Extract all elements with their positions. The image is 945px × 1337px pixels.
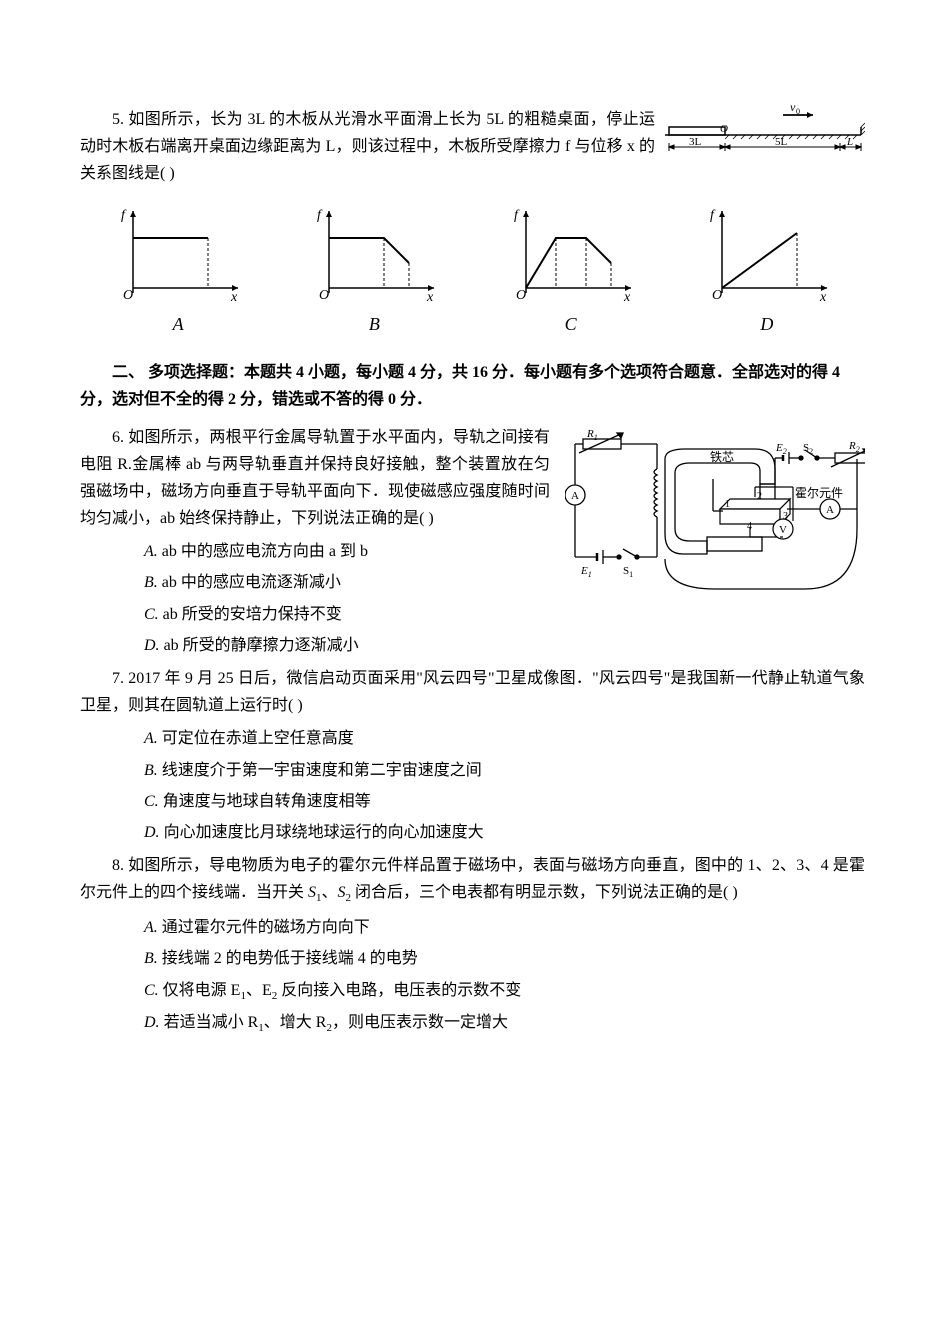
q7-optC: C. 角速度与地球自转角速度相等 bbox=[80, 788, 865, 815]
opt-text: 线速度介于第一宇宙速度和第二宇宙速度之间 bbox=[162, 762, 482, 779]
q8-mid: 、 bbox=[322, 884, 338, 901]
v0-arrow: v 0 bbox=[783, 105, 813, 118]
axis-f: f bbox=[514, 208, 520, 223]
lbl-core: 铁芯 bbox=[710, 450, 734, 464]
opt-text: 仅将电源 E bbox=[163, 982, 241, 999]
board-svg: v 0 bbox=[665, 105, 865, 160]
opt-label: A. bbox=[144, 730, 158, 747]
opt-label: D. bbox=[144, 637, 160, 654]
q7-text: 7. 2017 年 9 月 25 日后，微信启动页面采用"风云四号"卫星成像图．… bbox=[80, 665, 865, 719]
axis-O: O bbox=[712, 288, 722, 303]
axis-f: f bbox=[710, 208, 716, 223]
graph-C: f x O C bbox=[496, 203, 646, 340]
lbl-t2: 2 bbox=[757, 491, 762, 502]
opt-text: 可定位在赤道上空任意高度 bbox=[162, 730, 354, 747]
q8-S2: S bbox=[338, 884, 346, 901]
axis-O: O bbox=[319, 288, 329, 303]
axis-O: O bbox=[123, 288, 133, 303]
lbl-5L: 5L bbox=[775, 136, 788, 148]
section2-heading: 二、 多项选择题：本题共 4 小题，每小题 4 分，共 16 分．每小题有多个选… bbox=[80, 359, 865, 413]
opt-label: B. bbox=[144, 762, 158, 779]
opt-text: 若适当减小 R bbox=[164, 1014, 259, 1031]
lbl-V: V bbox=[779, 524, 787, 536]
opt-label: B. bbox=[144, 950, 158, 967]
graph-A-label: A bbox=[103, 309, 253, 340]
opt-text: ab 所受的安培力保持不变 bbox=[163, 606, 342, 623]
board-rect bbox=[669, 127, 725, 135]
lbl-A-left: A bbox=[571, 490, 579, 502]
opt-text: 反向接入电路，电压表的示数不变 bbox=[277, 982, 521, 999]
lbl-R2: R2 bbox=[848, 440, 860, 454]
opt-text: 通过霍尔元件的磁场方向向下 bbox=[162, 919, 370, 936]
q6-optD: D. ab 所受的静摩擦力逐渐减小 bbox=[80, 632, 865, 659]
q8-optD: D. 若适当减小 R1、增大 R2，则电压表示数一定增大 bbox=[80, 1009, 865, 1038]
graph-C-label: C bbox=[496, 309, 646, 340]
lbl-3L: 3L bbox=[689, 136, 702, 148]
opt-text: 、E bbox=[246, 982, 272, 999]
q8-optC: C. 仅将电源 E1、E2 反向接入电路，电压表的示数不变 bbox=[80, 977, 865, 1006]
q8-S1: S bbox=[308, 884, 316, 901]
opt-label: D. bbox=[144, 1014, 160, 1031]
graph-B-label: B bbox=[299, 309, 449, 340]
q7-optA: A. 可定位在赤道上空任意高度 bbox=[80, 725, 865, 752]
lbl-O: O bbox=[720, 123, 728, 135]
axis-x: x bbox=[819, 290, 827, 303]
axis-O: O bbox=[516, 288, 526, 303]
axis-f: f bbox=[317, 208, 323, 223]
graph-A: f x O A bbox=[103, 203, 253, 340]
opt-label: C. bbox=[144, 982, 159, 999]
q8-text-b: 闭合后，三个电表都有明显示数，下列说法正确的是( ) bbox=[351, 884, 738, 901]
opt-label: C. bbox=[144, 606, 159, 623]
lbl-E2: E2 bbox=[775, 442, 787, 456]
opt-text: 接线端 2 的电势低于接线端 4 的电势 bbox=[162, 950, 418, 967]
q8-text: 8. 如图所示，导电物质为电子的霍尔元件样品置于磁场中，表面与磁场方向垂直，图中… bbox=[80, 852, 865, 908]
opt-text: ab 中的感应电流逐渐减小 bbox=[162, 574, 341, 591]
graph-D: f x O D bbox=[692, 203, 842, 340]
lbl-E1: E1 bbox=[580, 565, 592, 579]
axis-x: x bbox=[426, 290, 434, 303]
page-container: v 0 bbox=[0, 0, 945, 1102]
opt-text: 、增大 R bbox=[264, 1014, 327, 1031]
hall-circuit-diagram: R1 A E1 S1 铁芯 霍尔元件 1 2 3 4 bbox=[565, 429, 865, 608]
opt-label: A. bbox=[144, 543, 158, 560]
graph-B: f x O B bbox=[299, 203, 449, 340]
opt-label: C. bbox=[144, 793, 159, 810]
lbl-R1: R1 bbox=[586, 429, 598, 442]
opt-text: ，则电压表示数一定增大 bbox=[332, 1014, 508, 1031]
opt-label: D. bbox=[144, 824, 160, 841]
lbl-A-right: A bbox=[826, 504, 834, 516]
opt-label: B. bbox=[144, 574, 158, 591]
lbl-S2: S2 bbox=[803, 442, 813, 456]
lbl-L: L bbox=[846, 136, 853, 148]
q8-optA: A. 通过霍尔元件的磁场方向向下 bbox=[80, 914, 865, 941]
v0-sub: 0 bbox=[796, 107, 800, 116]
q8-optB: B. 接线端 2 的电势低于接线端 4 的电势 bbox=[80, 945, 865, 972]
graph-D-label: D bbox=[692, 309, 842, 340]
opt-text: ab 中的感应电流方向由 a 到 b bbox=[162, 543, 368, 560]
lbl-S1: S1 bbox=[623, 565, 633, 579]
lbl-t1: 1 bbox=[725, 499, 730, 510]
opt-label: A. bbox=[144, 919, 158, 936]
q5-board-diagram: v 0 bbox=[665, 105, 865, 169]
lbl-hall-elem: 霍尔元件 bbox=[795, 485, 843, 500]
opt-text: 角速度与地球自转角速度相等 bbox=[163, 793, 371, 810]
axis-x: x bbox=[623, 290, 631, 303]
axis-x: x bbox=[230, 290, 238, 303]
opt-text: ab 所受的静摩擦力逐渐减小 bbox=[164, 637, 359, 654]
opt-text: 向心加速度比月球绕地球运行的向心加速度大 bbox=[164, 824, 484, 841]
axis-f: f bbox=[121, 208, 127, 223]
q7-optB: B. 线速度介于第一宇宙速度和第二宇宙速度之间 bbox=[80, 757, 865, 784]
q7-optD: D. 向心加速度比月球绕地球运行的向心加速度大 bbox=[80, 819, 865, 846]
q5-graph-row: f x O A f x O B bbox=[80, 203, 865, 340]
